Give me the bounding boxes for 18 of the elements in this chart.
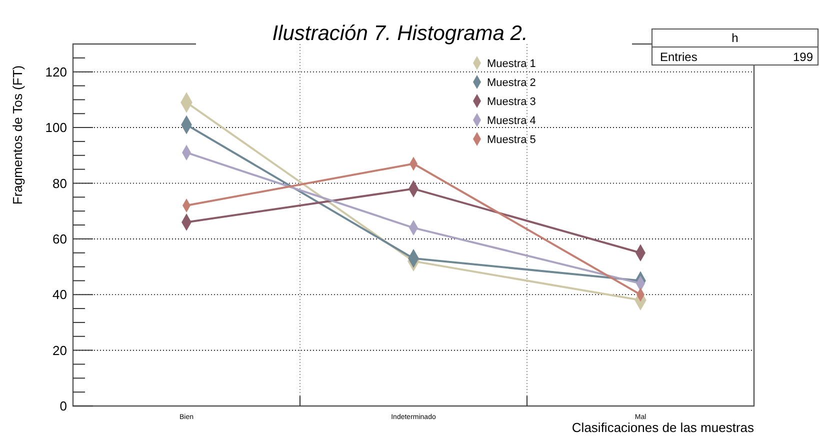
legend-label: Muestra 5 (487, 134, 536, 146)
chart-title: Ilustración 7. Histograma 2. (272, 22, 528, 45)
y-tick-label: 40 (52, 287, 67, 302)
y-tick-label: 0 (60, 398, 67, 414)
y-tick-label: 100 (45, 120, 67, 136)
y-tick-label: 80 (52, 176, 67, 191)
annotation: h (732, 31, 738, 45)
y-axis-title: Fragmentos de Tos (FT) (10, 65, 25, 205)
legend-label: Muestra 1 (487, 58, 536, 70)
text: 199 (792, 50, 814, 64)
y-tick-label: 120 (45, 64, 67, 80)
annotation: Entries (660, 50, 698, 64)
x-axis-title: Clasificaciones de las muestras (572, 420, 754, 435)
y-tick-label: 60 (52, 231, 67, 246)
legend-label: Muestra 4 (487, 114, 536, 127)
legend-label: Muestra 3 (487, 96, 536, 108)
y-tick-label: 20 (52, 342, 67, 358)
legend-label: Muestra 2 (487, 76, 536, 89)
